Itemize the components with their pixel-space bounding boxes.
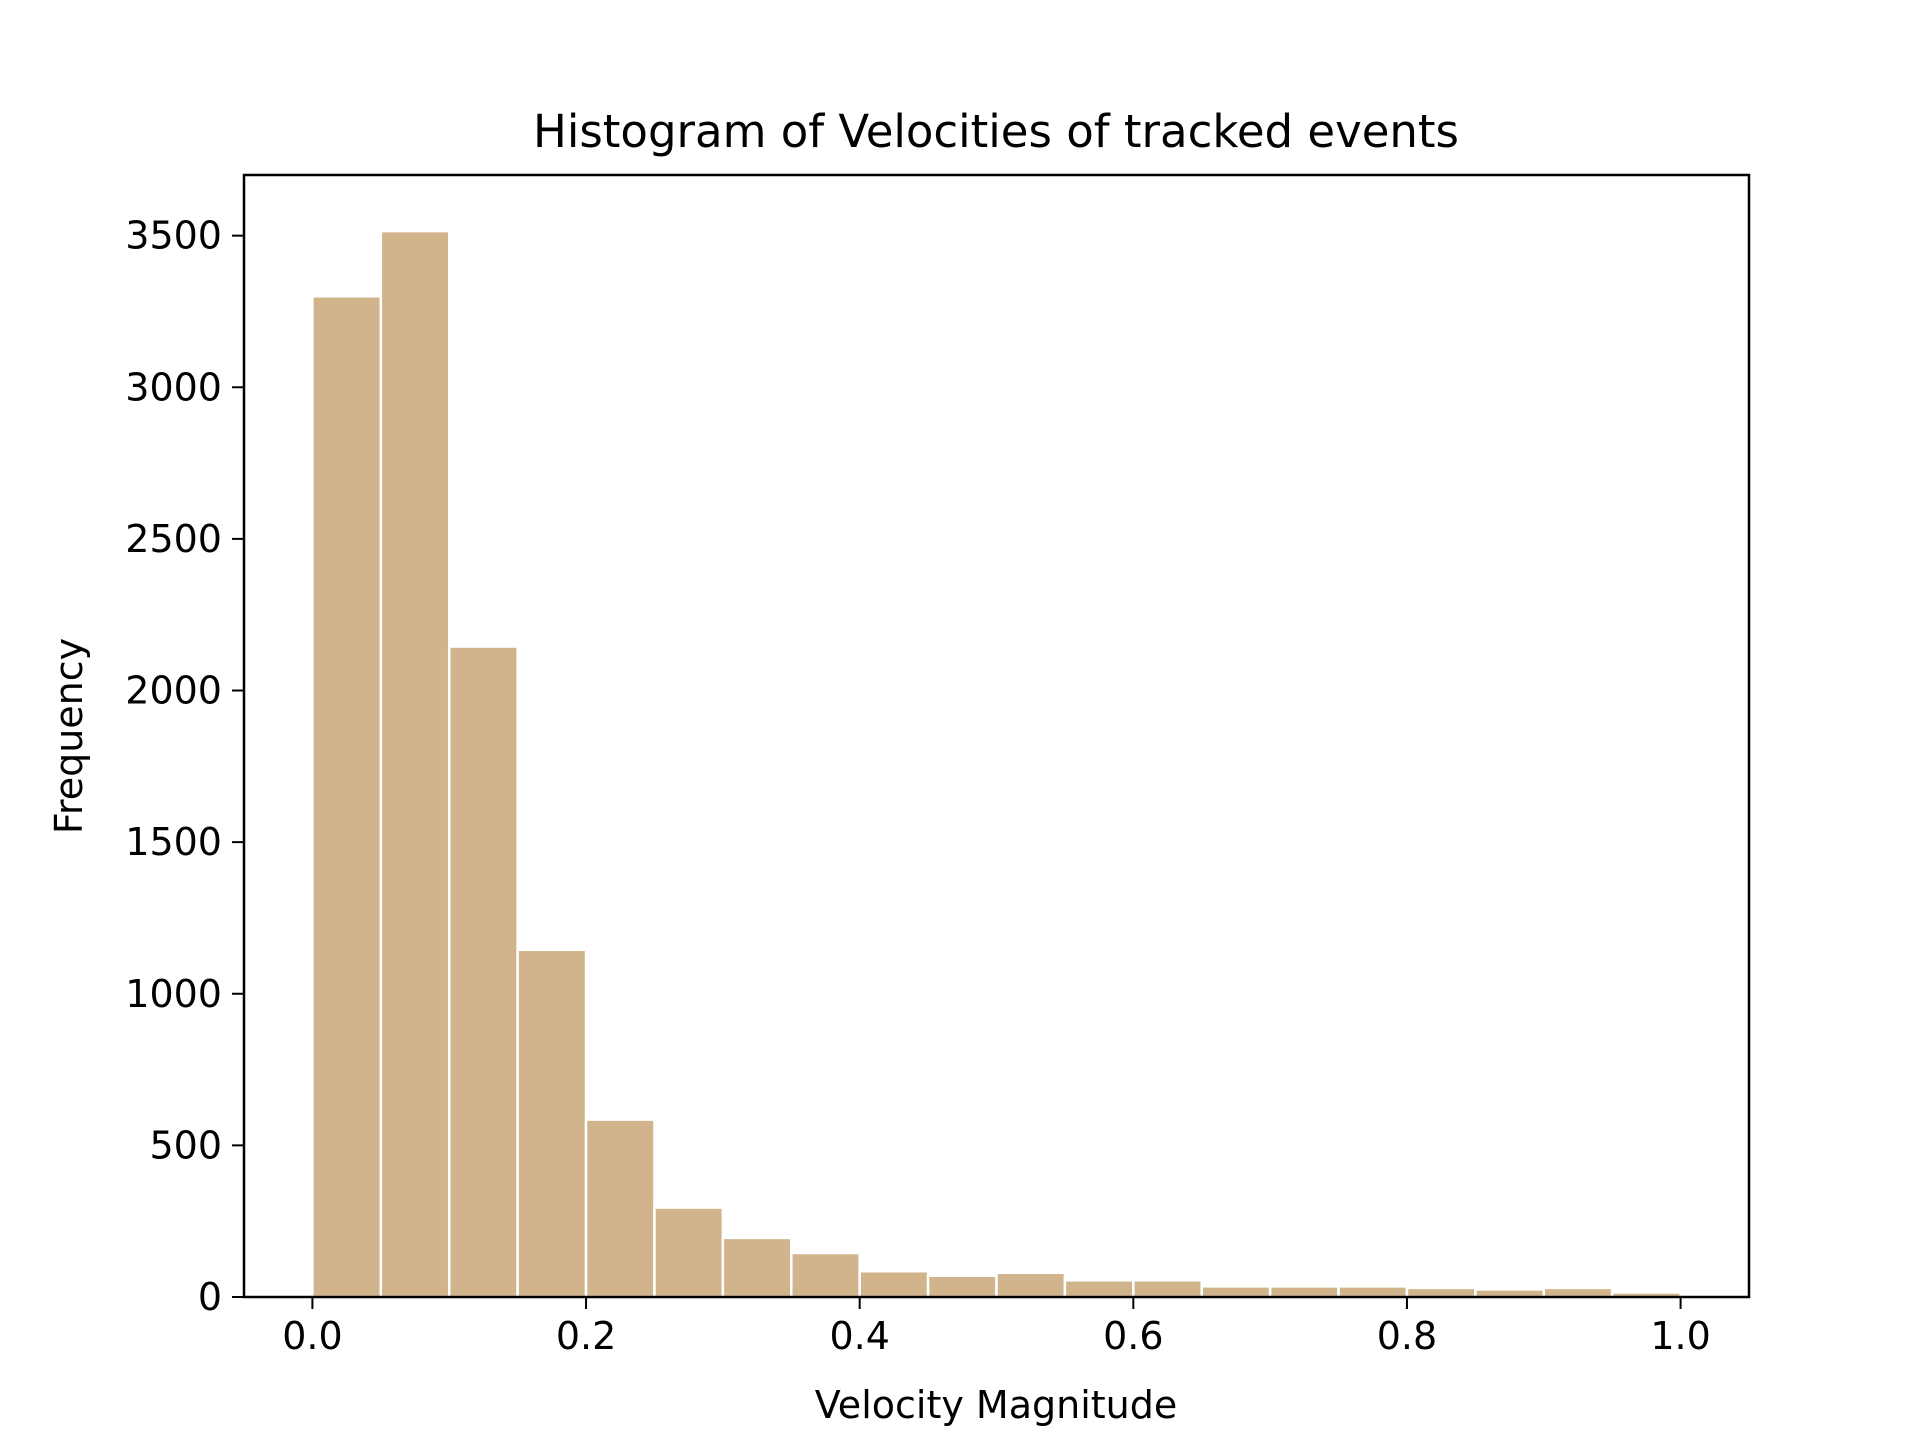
histogram-bar: [858, 1269, 930, 1299]
x-tick-label: 0.0: [282, 1314, 342, 1358]
x-tick-label: 1.0: [1650, 1314, 1710, 1358]
histogram-bar: [1063, 1279, 1135, 1299]
x-tick-label: 0.2: [556, 1314, 616, 1358]
histogram-bar: [1132, 1279, 1203, 1299]
histogram-bar: [1542, 1286, 1614, 1299]
y-tick-label: 1000: [125, 972, 222, 1016]
x-tick-label: 0.8: [1377, 1314, 1437, 1358]
histogram-bar: [995, 1271, 1067, 1299]
y-tick-label: 0: [198, 1275, 222, 1319]
y-tick-label: 3500: [125, 214, 222, 258]
y-tick-label: 1500: [125, 820, 222, 864]
plot-area-frame: [242, 173, 1751, 1299]
x-axis-ticks: 0.0 0.2 0.4 0.6 0.8 1.0: [282, 1297, 1711, 1358]
y-tick-label: 3000: [125, 365, 222, 409]
chart-title: Histogram of Velocities of tracked event…: [533, 105, 1459, 158]
histogram-bar: [516, 948, 588, 1299]
x-tick-label: 0.6: [1103, 1314, 1163, 1358]
y-tick-label: 500: [149, 1123, 222, 1167]
histogram-bar: [1268, 1285, 1340, 1299]
histogram-bar: [721, 1236, 793, 1299]
histogram-bar: [653, 1206, 725, 1299]
y-axis-label: Frequency: [47, 638, 91, 834]
x-tick-label: 0.4: [829, 1314, 889, 1358]
histogram-bar: [790, 1251, 861, 1299]
y-tick-label: 2000: [125, 669, 222, 713]
histogram-bar: [1200, 1285, 1272, 1299]
histogram-bar: [379, 229, 451, 1299]
histogram-bar: [311, 295, 383, 1299]
bars-group: [311, 229, 1682, 1299]
x-axis-label: Velocity Magnitude: [815, 1383, 1177, 1427]
histogram-bar: [926, 1274, 998, 1299]
y-tick-label: 2500: [125, 517, 222, 561]
histogram-bar: [447, 645, 519, 1299]
histogram-bar: [584, 1118, 656, 1299]
histogram-bar: [1405, 1286, 1477, 1299]
y-axis-ticks: 0 500 1000 1500 2000 2500 3000 3500: [125, 214, 244, 1319]
histogram-bar: [1337, 1285, 1409, 1299]
